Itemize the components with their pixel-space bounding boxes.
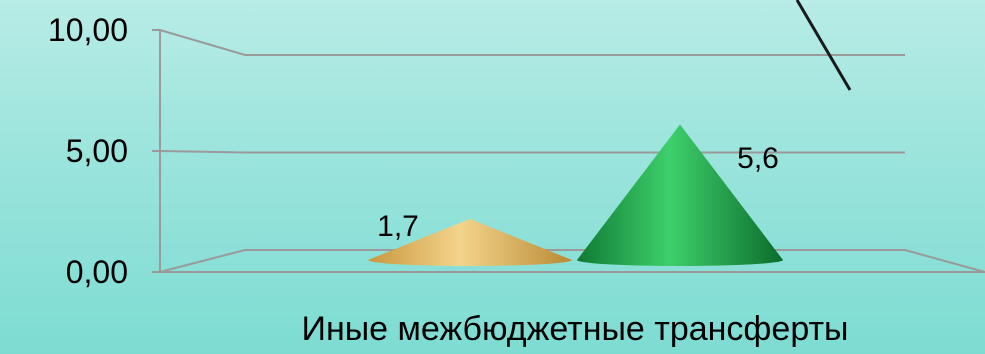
- data-label: 5,6: [737, 142, 779, 175]
- gridline: [159, 29, 905, 56]
- y-tick-label: 5,00: [66, 133, 128, 169]
- y-tick-label: 10,00: [48, 12, 128, 48]
- gridline: [159, 150, 905, 154]
- floor-right-edge: [904, 249, 985, 273]
- annotation-line: [795, 0, 852, 91]
- cone-body: [577, 124, 783, 266]
- y-tick-label: 0,00: [66, 254, 128, 290]
- x-category-label: Иные межбюджетные трансферты: [302, 310, 849, 348]
- bar-cone: [577, 124, 783, 266]
- bar-cone: [368, 218, 572, 266]
- cone-body: [368, 218, 572, 266]
- data-label: 1,7: [377, 210, 419, 243]
